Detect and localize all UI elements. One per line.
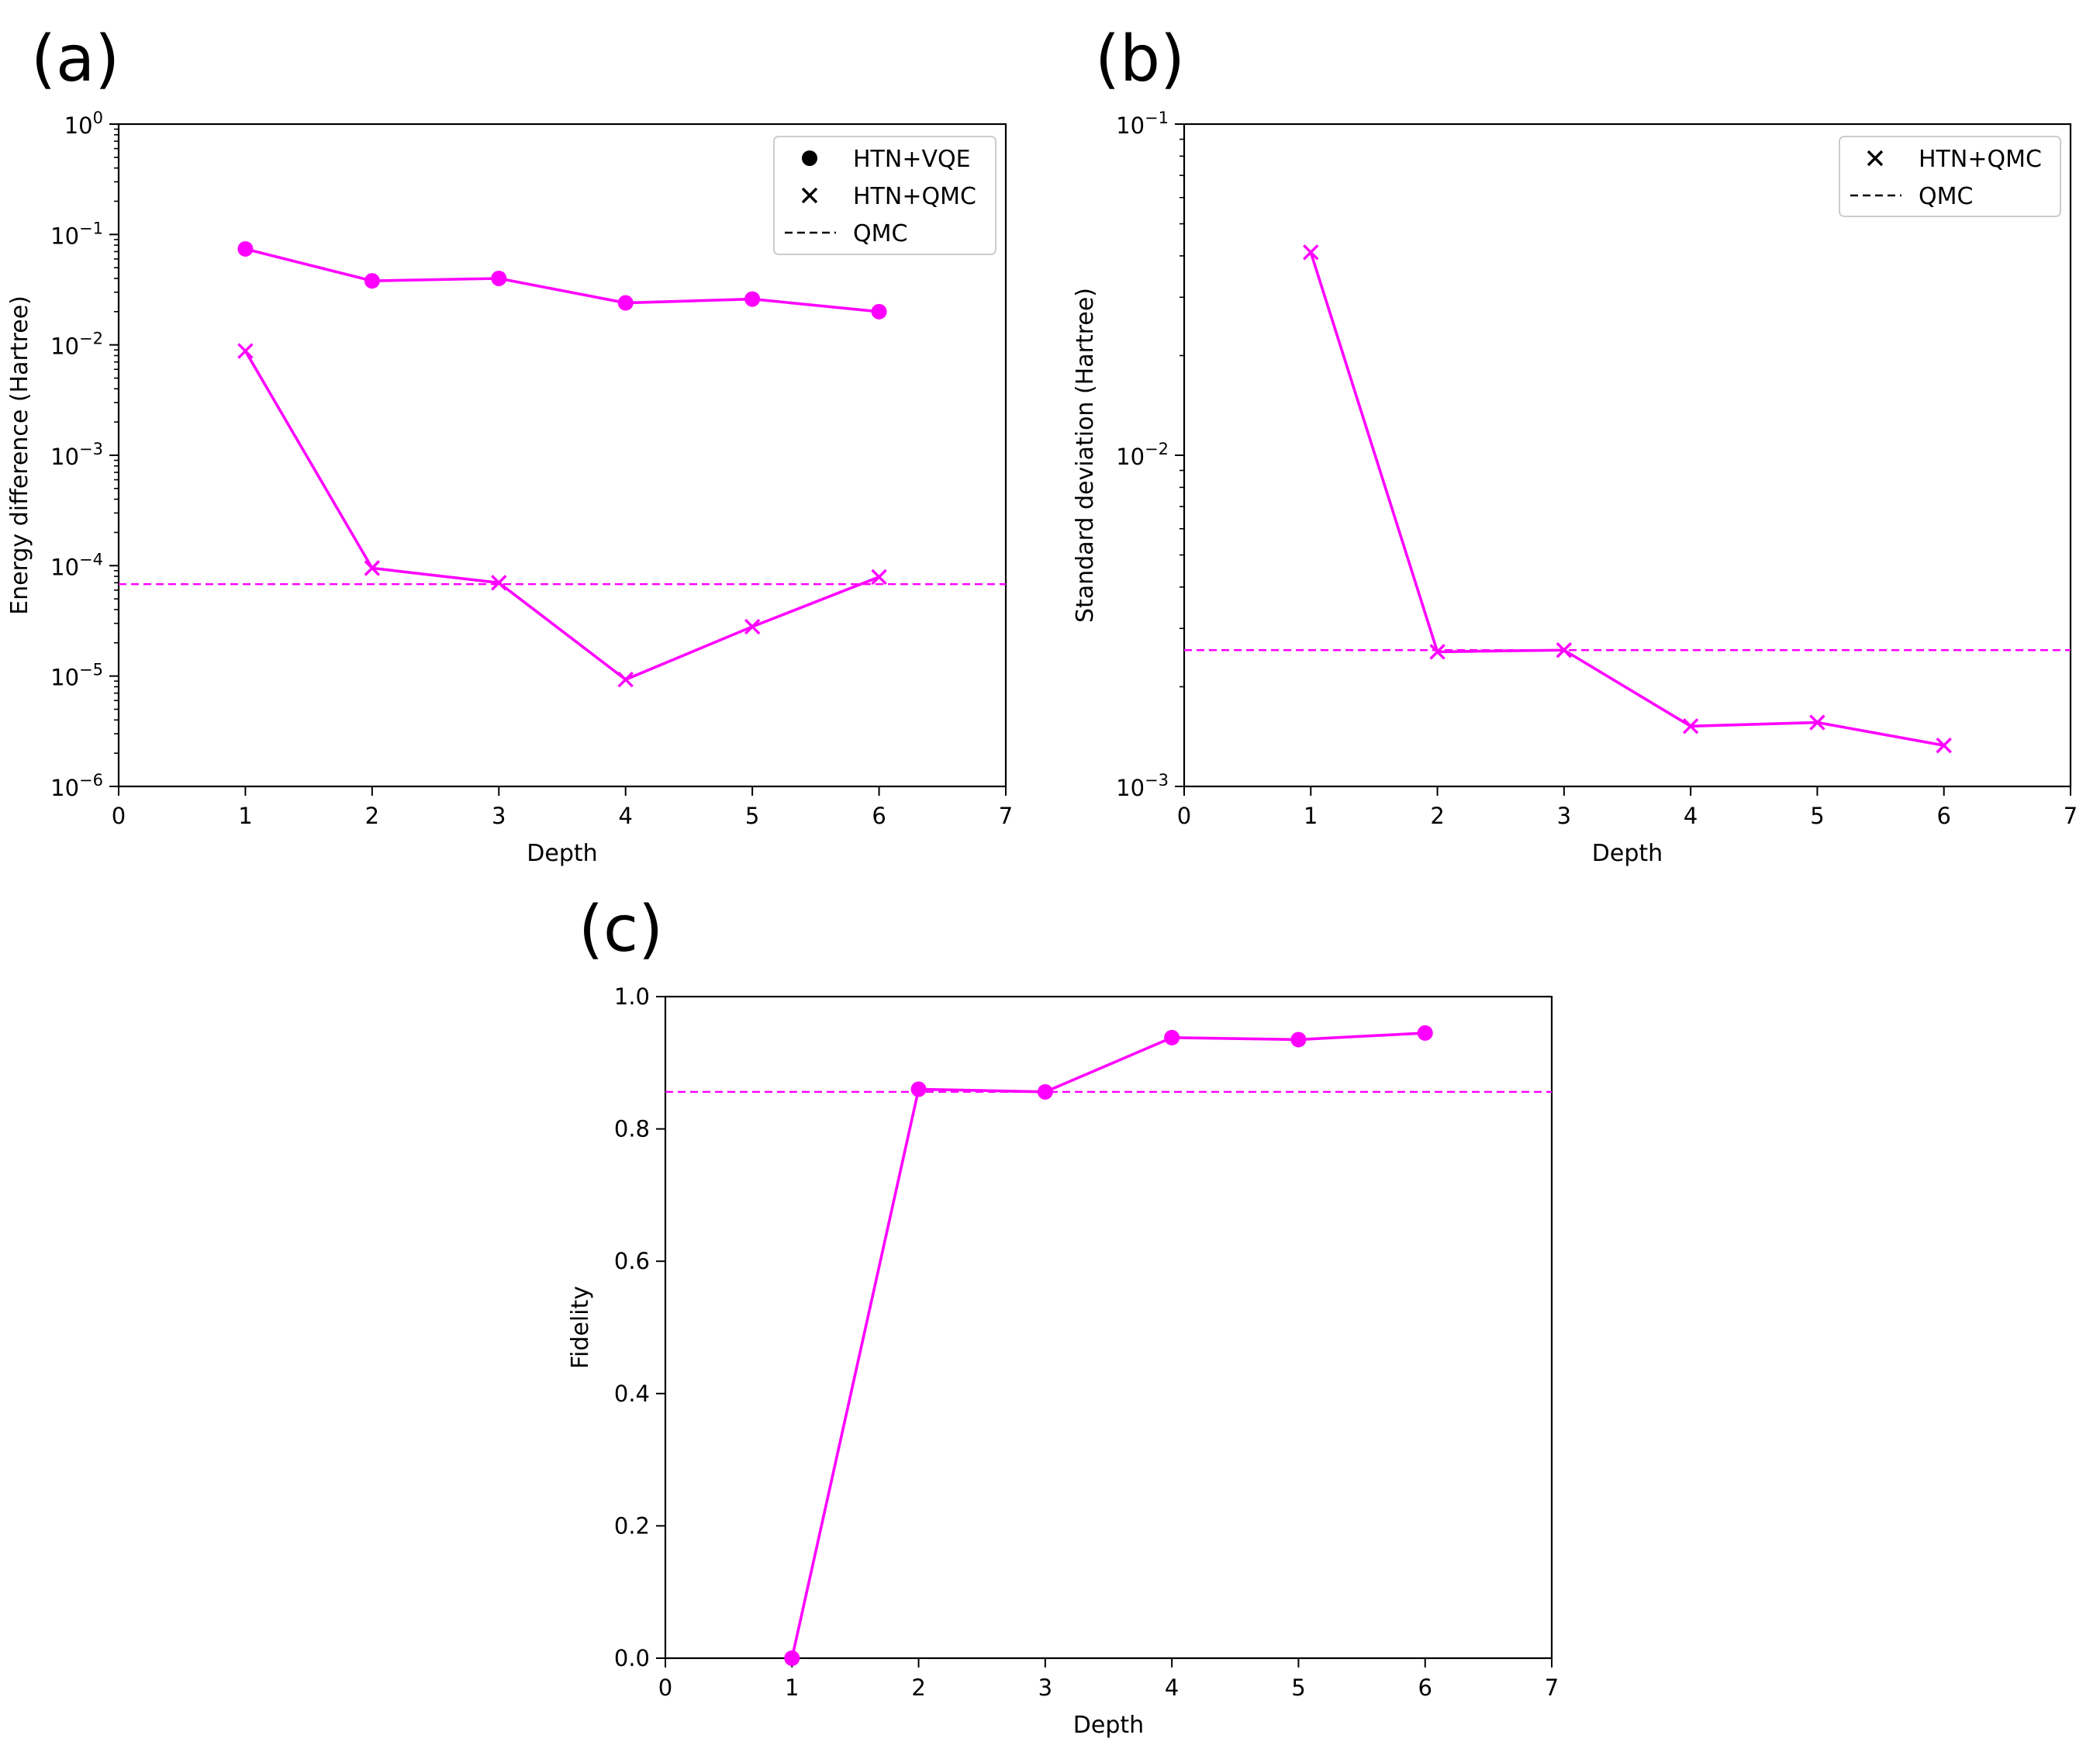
x-tick-label: 3 <box>1038 1674 1052 1701</box>
series-htn-vqe-point <box>237 240 254 257</box>
y-tick-label: 10−3 <box>50 440 103 470</box>
series-htn-qmc-line <box>244 350 880 681</box>
series-htn-vqe-point <box>744 291 761 307</box>
x-tick-label: 0 <box>658 1674 672 1701</box>
x-tick-label: 4 <box>618 803 632 829</box>
x-tick-label: 2 <box>911 1674 925 1701</box>
series-htn-qmc-point <box>237 343 254 359</box>
y-tick-label: 10−3 <box>1116 771 1169 801</box>
x-tick-label: 7 <box>2064 803 2078 829</box>
legend-label: HTN+VQE <box>853 146 971 173</box>
series-htn-vqe-point <box>1290 1032 1307 1048</box>
x-tick-label: 1 <box>1304 803 1318 829</box>
x-tick-label: 4 <box>1684 803 1698 829</box>
legend-label: HTN+QMC <box>1919 146 2042 173</box>
x-tick-label: 0 <box>112 803 126 829</box>
legend-label: QMC <box>853 220 907 247</box>
x-axis-label: Depth <box>1592 840 1663 867</box>
x-tick-label: 7 <box>999 803 1013 829</box>
legend: HTN+QMC QMC <box>1839 136 2061 217</box>
series-htn-vqe-line <box>790 1032 1425 1659</box>
series-htn-vqe-point <box>871 303 887 320</box>
chart-panel-1: 0 1 2 3 4 5 6 7 10−6 10−5 10−4 10−3 10−2 10−1 100 Depth… <box>6 109 1013 867</box>
y-tick-label: 0.0 <box>614 1645 650 1671</box>
series-htn-vqe-point <box>364 273 380 289</box>
x-tick-label: 5 <box>1810 803 1824 829</box>
y-tick-label: 10−1 <box>50 219 103 249</box>
y-tick-label: 10−1 <box>1116 109 1169 139</box>
series-htn-qmc-point <box>1429 644 1445 660</box>
y-tick-label: 0.2 <box>614 1512 650 1539</box>
legend-box <box>773 136 996 255</box>
series-htn-qmc-point <box>1682 718 1699 734</box>
chart-panel-2: 0 1 2 3 4 5 6 7 10−3 10−2 10−1 Depth Standard deviat… <box>1072 109 2078 867</box>
x-tick-label: 1 <box>238 803 252 829</box>
series-htn-qmc-point <box>1303 244 1319 261</box>
legend-label: HTN+QMC <box>853 183 976 210</box>
y-tick-label: 100 <box>64 109 103 139</box>
x-tick-label: 7 <box>1545 1674 1559 1701</box>
y-tick-label: 10−6 <box>50 771 103 801</box>
series-htn-vqe-point <box>910 1081 927 1097</box>
y-tick-label: 10−4 <box>50 550 103 580</box>
y-tick-label: 10−2 <box>1116 440 1169 470</box>
panel-label-a: (a) <box>31 22 120 96</box>
x-tick-label: 3 <box>1557 803 1571 829</box>
x-tick-label: 6 <box>872 803 886 829</box>
legend-marker-x <box>1867 150 1884 167</box>
legend-marker-x <box>801 187 818 204</box>
series-htn-vqe-point <box>1164 1029 1180 1045</box>
series-htn-vqe-point <box>784 1650 800 1666</box>
y-axis-label: Fidelity <box>567 1286 594 1369</box>
x-tick-label: 3 <box>492 803 506 829</box>
series-htn-vqe-point <box>1417 1025 1433 1041</box>
axes-frame <box>664 995 1553 1660</box>
series-htn-vqe-line <box>244 247 879 313</box>
y-tick-label: 0.4 <box>614 1381 650 1407</box>
series-htn-vqe-point <box>491 270 507 286</box>
series-htn-qmc-point <box>871 568 887 586</box>
x-tick-label: 1 <box>785 1674 799 1701</box>
legend-box <box>1839 136 2061 217</box>
x-tick-label: 4 <box>1165 1674 1179 1701</box>
y-tick-label: 10−5 <box>50 661 103 691</box>
chart-panel-3: 0 1 2 3 4 5 6 7 0.0 0.2 0.4 0.6 0.8 1.0 Depth Fidelity <box>567 983 1559 1739</box>
series-htn-qmc-point <box>1809 714 1825 731</box>
y-tick-label: 0.6 <box>614 1248 650 1274</box>
y-axis-label: Standard deviation (Hartree) <box>1072 288 1099 623</box>
x-tick-label: 5 <box>745 803 759 829</box>
x-tick-label: 0 <box>1177 803 1191 829</box>
series-htn-qmc-point <box>617 671 634 688</box>
y-tick-label: 0.8 <box>614 1116 650 1142</box>
x-axis-label: Depth <box>1073 1712 1144 1739</box>
x-tick-label: 5 <box>1291 1674 1305 1701</box>
series-htn-qmc-point <box>744 618 761 635</box>
legend-marker-circle <box>802 150 817 166</box>
series-htn-vqe-point <box>617 295 634 311</box>
x-tick-label: 2 <box>365 803 379 829</box>
series-htn-qmc-point <box>364 560 381 576</box>
x-tick-label: 6 <box>1936 803 1950 829</box>
legend-label: QMC <box>1919 183 1973 210</box>
y-tick-label: 1.0 <box>614 983 650 1010</box>
series-htn-qmc-line <box>1309 251 1945 747</box>
y-tick-label: 10−2 <box>50 330 103 360</box>
panel-label-b: (b) <box>1095 22 1186 96</box>
series-htn-qmc-point <box>491 575 507 591</box>
y-axis-label: Energy difference (Hartree) <box>6 295 33 615</box>
panel-label-c: (c) <box>579 893 664 966</box>
x-axis-label: Depth <box>527 840 597 867</box>
legend: HTN+VQE HTN+QMC QMC <box>773 136 996 255</box>
series-htn-qmc-point <box>1936 737 1952 754</box>
x-tick-label: 6 <box>1418 1674 1432 1701</box>
x-tick-label: 2 <box>1430 803 1444 829</box>
